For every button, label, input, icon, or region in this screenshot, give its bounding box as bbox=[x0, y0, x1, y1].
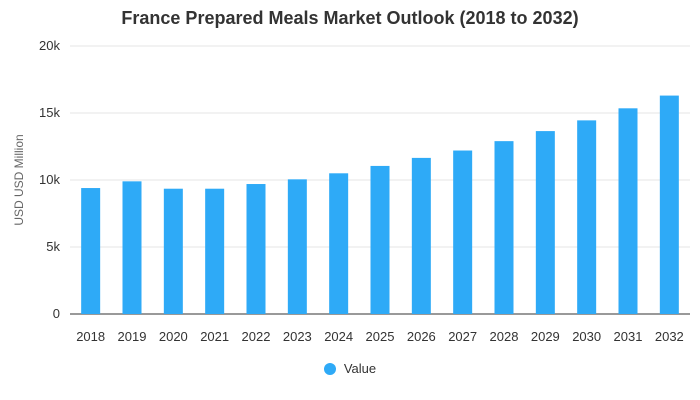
x-tick-label: 2030 bbox=[572, 329, 601, 344]
x-tick-label: 2021 bbox=[200, 329, 229, 344]
y-tick-label: 5k bbox=[46, 239, 60, 254]
x-tick-label: 2022 bbox=[242, 329, 271, 344]
bar-2023[interactable] bbox=[287, 179, 307, 314]
y-axis-title: USD USD Million bbox=[12, 134, 26, 225]
axes: 0 5k 10k 15k 20k 2018 2019 2020 2021 2022 2023 2024… bbox=[39, 38, 684, 344]
bar-2022[interactable] bbox=[246, 184, 266, 314]
x-tick-label: 2024 bbox=[324, 329, 353, 344]
bar-2029[interactable] bbox=[535, 131, 555, 314]
x-tick-label: 2028 bbox=[490, 329, 519, 344]
bar-2027[interactable] bbox=[453, 150, 473, 314]
bar-2030[interactable] bbox=[577, 120, 597, 315]
bar-2026[interactable] bbox=[411, 157, 431, 314]
bar-2018[interactable] bbox=[81, 188, 101, 314]
bar-2024[interactable] bbox=[329, 173, 349, 314]
x-tick-label: 2032 bbox=[655, 329, 684, 344]
bar-2021[interactable] bbox=[205, 188, 225, 314]
legend: Value bbox=[0, 361, 700, 376]
legend-label: Value bbox=[343, 361, 377, 376]
bars bbox=[81, 95, 679, 315]
x-tick-label: 2025 bbox=[366, 329, 395, 344]
x-tick-label: 2023 bbox=[283, 329, 312, 344]
bar-2025[interactable] bbox=[370, 165, 390, 314]
x-tick-label: 2020 bbox=[159, 329, 188, 344]
x-tick-label: 2019 bbox=[118, 329, 147, 344]
bar-2031[interactable] bbox=[618, 108, 638, 314]
y-tick-label: 0 bbox=[53, 306, 60, 321]
bar-2020[interactable] bbox=[163, 188, 183, 314]
y-tick-label: 15k bbox=[39, 105, 60, 120]
legend-item-value[interactable]: Value bbox=[323, 361, 377, 376]
y-tick-label: 20k bbox=[39, 38, 60, 53]
legend-swatch bbox=[323, 362, 336, 375]
x-tick-label: 2018 bbox=[76, 329, 105, 344]
bar-2028[interactable] bbox=[494, 141, 514, 314]
bar-2032[interactable] bbox=[659, 95, 679, 314]
x-tick-label: 2026 bbox=[407, 329, 436, 344]
bar-2019[interactable] bbox=[122, 181, 142, 314]
x-tick-label: 2027 bbox=[448, 329, 477, 344]
x-tick-label: 2031 bbox=[614, 329, 643, 344]
chart-title: France Prepared Meals Market Outlook (20… bbox=[121, 8, 579, 28]
y-tick-label: 10k bbox=[39, 172, 60, 187]
x-tick-label: 2029 bbox=[531, 329, 560, 344]
